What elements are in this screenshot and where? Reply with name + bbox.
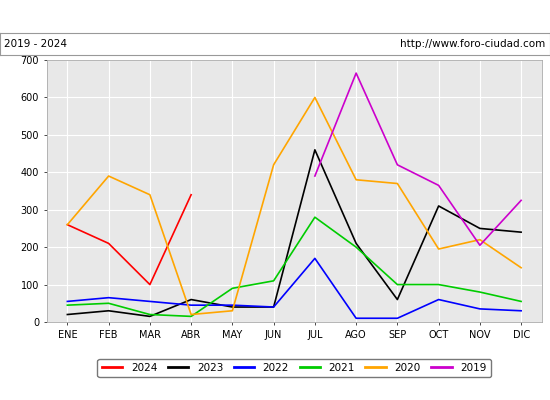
Text: 2019 - 2024: 2019 - 2024 [4,39,68,49]
Text: Evolucion Nº Turistas Nacionales en el municipio de Vistabella del Maestrat: Evolucion Nº Turistas Nacionales en el m… [53,10,497,23]
Text: http://www.foro-ciudad.com: http://www.foro-ciudad.com [400,39,546,49]
Legend: 2024, 2023, 2022, 2021, 2020, 2019: 2024, 2023, 2022, 2021, 2020, 2019 [97,359,491,377]
